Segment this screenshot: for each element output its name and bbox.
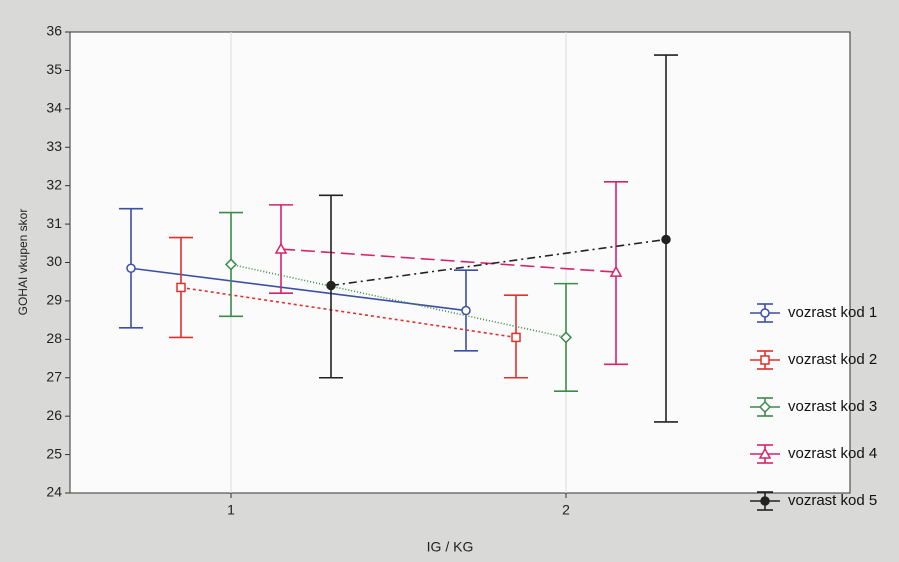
y-tick-label: 29 xyxy=(46,292,62,308)
marker xyxy=(461,305,471,316)
marker xyxy=(224,258,238,271)
marker xyxy=(559,331,573,344)
marker xyxy=(176,282,186,293)
series-line xyxy=(330,238,667,287)
y-tick-label: 25 xyxy=(46,445,62,461)
marker xyxy=(760,496,770,506)
marker xyxy=(661,234,671,245)
marker xyxy=(326,280,336,291)
legend-label: vozrast kod 1 xyxy=(788,304,878,321)
marker xyxy=(760,308,770,318)
marker xyxy=(758,400,772,414)
y-tick-label: 34 xyxy=(46,100,62,116)
legend-label: vozrast kod 3 xyxy=(788,398,878,415)
y-tick-label: 27 xyxy=(46,368,62,384)
marker xyxy=(511,332,521,343)
plot-area xyxy=(69,31,851,494)
legend-label: vozrast kod 5 xyxy=(788,492,878,509)
marker xyxy=(609,265,623,277)
y-tick-label: 36 xyxy=(46,23,62,39)
y-tick-label: 28 xyxy=(46,330,62,346)
x-axis-label: IG / KG xyxy=(427,539,474,555)
y-tick-label: 26 xyxy=(46,407,62,423)
legend-label: vozrast kod 4 xyxy=(788,445,878,462)
marker xyxy=(760,355,770,365)
series-line xyxy=(280,248,617,273)
marker xyxy=(126,263,136,274)
marker xyxy=(274,242,288,254)
series-line xyxy=(230,263,567,339)
y-tick-label: 24 xyxy=(46,484,62,500)
y-tick-label: 31 xyxy=(46,215,62,231)
y-tick-label: 32 xyxy=(46,176,62,192)
y-tick-label: 33 xyxy=(46,138,62,154)
x-tick-label: 2 xyxy=(562,502,570,518)
marker xyxy=(758,447,772,459)
y-axis-label: GOHAI vkupen skor xyxy=(16,209,30,316)
y-tick-label: 35 xyxy=(46,61,62,77)
legend-label: vozrast kod 2 xyxy=(788,351,878,368)
x-tick-label: 1 xyxy=(227,502,235,518)
y-tick-label: 30 xyxy=(46,253,62,269)
series-line xyxy=(180,286,517,339)
